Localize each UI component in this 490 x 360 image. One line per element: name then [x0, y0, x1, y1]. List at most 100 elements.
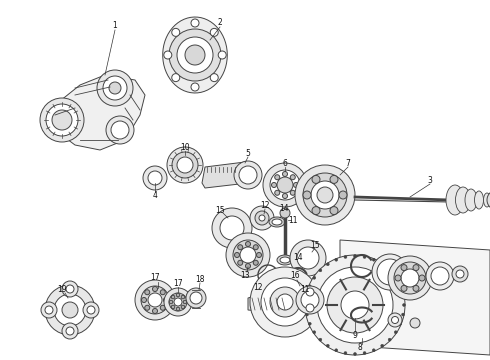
Circle shape — [62, 302, 78, 318]
Circle shape — [171, 295, 175, 299]
Text: 19: 19 — [57, 285, 67, 294]
Circle shape — [377, 259, 403, 285]
Circle shape — [250, 267, 320, 337]
Circle shape — [388, 269, 391, 272]
Circle shape — [235, 252, 240, 257]
Circle shape — [344, 352, 347, 355]
Circle shape — [148, 171, 162, 185]
Circle shape — [218, 51, 226, 59]
Circle shape — [413, 265, 419, 271]
Ellipse shape — [465, 189, 477, 211]
Circle shape — [319, 338, 322, 341]
Text: 14: 14 — [279, 203, 289, 212]
Circle shape — [388, 338, 391, 341]
Circle shape — [245, 264, 250, 269]
Circle shape — [303, 173, 347, 217]
Text: 18: 18 — [195, 275, 205, 284]
Circle shape — [306, 304, 314, 312]
Circle shape — [317, 187, 333, 203]
Circle shape — [326, 344, 329, 347]
Circle shape — [326, 263, 329, 266]
Circle shape — [54, 294, 86, 326]
Circle shape — [40, 98, 84, 142]
Ellipse shape — [269, 217, 285, 227]
Circle shape — [106, 116, 134, 144]
Ellipse shape — [272, 219, 282, 225]
Circle shape — [270, 287, 300, 317]
Circle shape — [145, 305, 150, 310]
Circle shape — [283, 194, 288, 198]
Circle shape — [275, 175, 280, 180]
Text: 5: 5 — [245, 149, 250, 158]
Circle shape — [238, 245, 243, 250]
Circle shape — [210, 28, 218, 36]
Circle shape — [290, 190, 295, 195]
Circle shape — [306, 288, 314, 296]
Circle shape — [210, 74, 218, 82]
Circle shape — [103, 76, 127, 100]
Circle shape — [410, 318, 420, 328]
Circle shape — [226, 233, 270, 277]
Text: 15: 15 — [215, 206, 225, 215]
Text: 15: 15 — [310, 240, 320, 249]
Circle shape — [261, 278, 309, 326]
Circle shape — [109, 82, 121, 94]
Circle shape — [97, 70, 133, 106]
Circle shape — [275, 190, 280, 195]
Circle shape — [152, 309, 157, 314]
Circle shape — [164, 51, 172, 59]
Text: 12: 12 — [253, 284, 263, 292]
Circle shape — [402, 294, 405, 297]
Circle shape — [66, 285, 74, 293]
Circle shape — [176, 307, 180, 311]
Circle shape — [239, 166, 257, 184]
Circle shape — [191, 83, 199, 91]
Circle shape — [330, 207, 338, 215]
Circle shape — [392, 316, 398, 324]
Circle shape — [181, 295, 185, 299]
Circle shape — [41, 302, 57, 318]
Circle shape — [245, 242, 250, 247]
Circle shape — [87, 306, 95, 314]
Circle shape — [305, 255, 405, 355]
Ellipse shape — [484, 193, 490, 207]
Text: 10: 10 — [180, 143, 190, 152]
Circle shape — [452, 266, 468, 282]
Circle shape — [177, 37, 213, 73]
Circle shape — [263, 163, 307, 207]
Circle shape — [419, 275, 425, 281]
Circle shape — [169, 300, 173, 304]
Circle shape — [401, 265, 407, 271]
Circle shape — [111, 121, 129, 139]
Circle shape — [394, 262, 426, 294]
Text: 4: 4 — [152, 190, 157, 199]
Circle shape — [183, 300, 187, 304]
Ellipse shape — [446, 185, 464, 215]
Circle shape — [62, 323, 78, 339]
Circle shape — [413, 285, 419, 291]
Text: 17: 17 — [173, 279, 183, 288]
Circle shape — [255, 211, 269, 225]
Circle shape — [172, 28, 180, 36]
Circle shape — [394, 276, 397, 279]
Circle shape — [353, 255, 357, 257]
Circle shape — [303, 191, 311, 199]
Circle shape — [341, 291, 369, 319]
Circle shape — [313, 331, 316, 334]
Circle shape — [372, 254, 408, 290]
Circle shape — [46, 104, 78, 136]
Text: 7: 7 — [345, 158, 350, 167]
Circle shape — [45, 285, 95, 335]
Polygon shape — [340, 240, 490, 355]
Circle shape — [304, 303, 308, 306]
Circle shape — [143, 166, 167, 190]
Circle shape — [308, 285, 311, 288]
Circle shape — [250, 206, 274, 230]
Circle shape — [312, 207, 320, 215]
Circle shape — [220, 216, 244, 240]
Text: 14: 14 — [293, 253, 303, 262]
Circle shape — [172, 74, 180, 82]
Ellipse shape — [277, 255, 293, 265]
Circle shape — [388, 313, 402, 327]
Circle shape — [270, 170, 300, 200]
